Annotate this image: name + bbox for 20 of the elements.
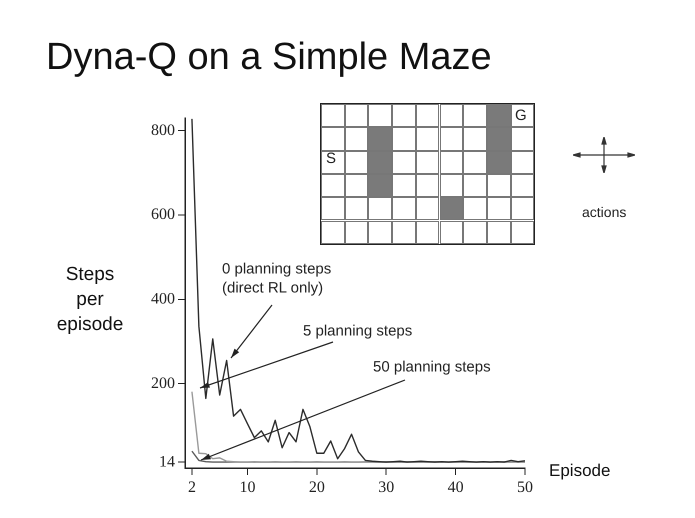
y-tick-label: 14 — [159, 453, 175, 470]
y-tick-label: 400 — [151, 290, 175, 308]
text: 50 planning steps — [373, 358, 491, 376]
x-axis-title: Episode — [549, 461, 610, 481]
x-tick-label: 40 — [448, 478, 464, 496]
x-tick-label: 20 — [308, 478, 325, 496]
y-tick-label: 200 — [151, 374, 175, 392]
annotation: S — [326, 150, 336, 167]
x-tick-label: 30 — [378, 478, 394, 496]
x-tick-label: 10 — [239, 478, 256, 496]
y-tick-label: 800 — [151, 122, 175, 139]
text: 5 planning steps — [303, 322, 412, 340]
chart-title: Dyna-Q on a Simple Maze — [46, 36, 492, 79]
series-label: 0 planning steps (direct RL only) — [222, 260, 332, 297]
x-tick-label: 2 — [188, 478, 196, 496]
y-tick-label: 600 — [151, 206, 175, 224]
text: actions — [582, 204, 626, 220]
y-axis-title: Steps per episode — [56, 263, 124, 337]
annotation: G — [515, 107, 527, 124]
x-tick-label: 50 — [517, 478, 533, 496]
